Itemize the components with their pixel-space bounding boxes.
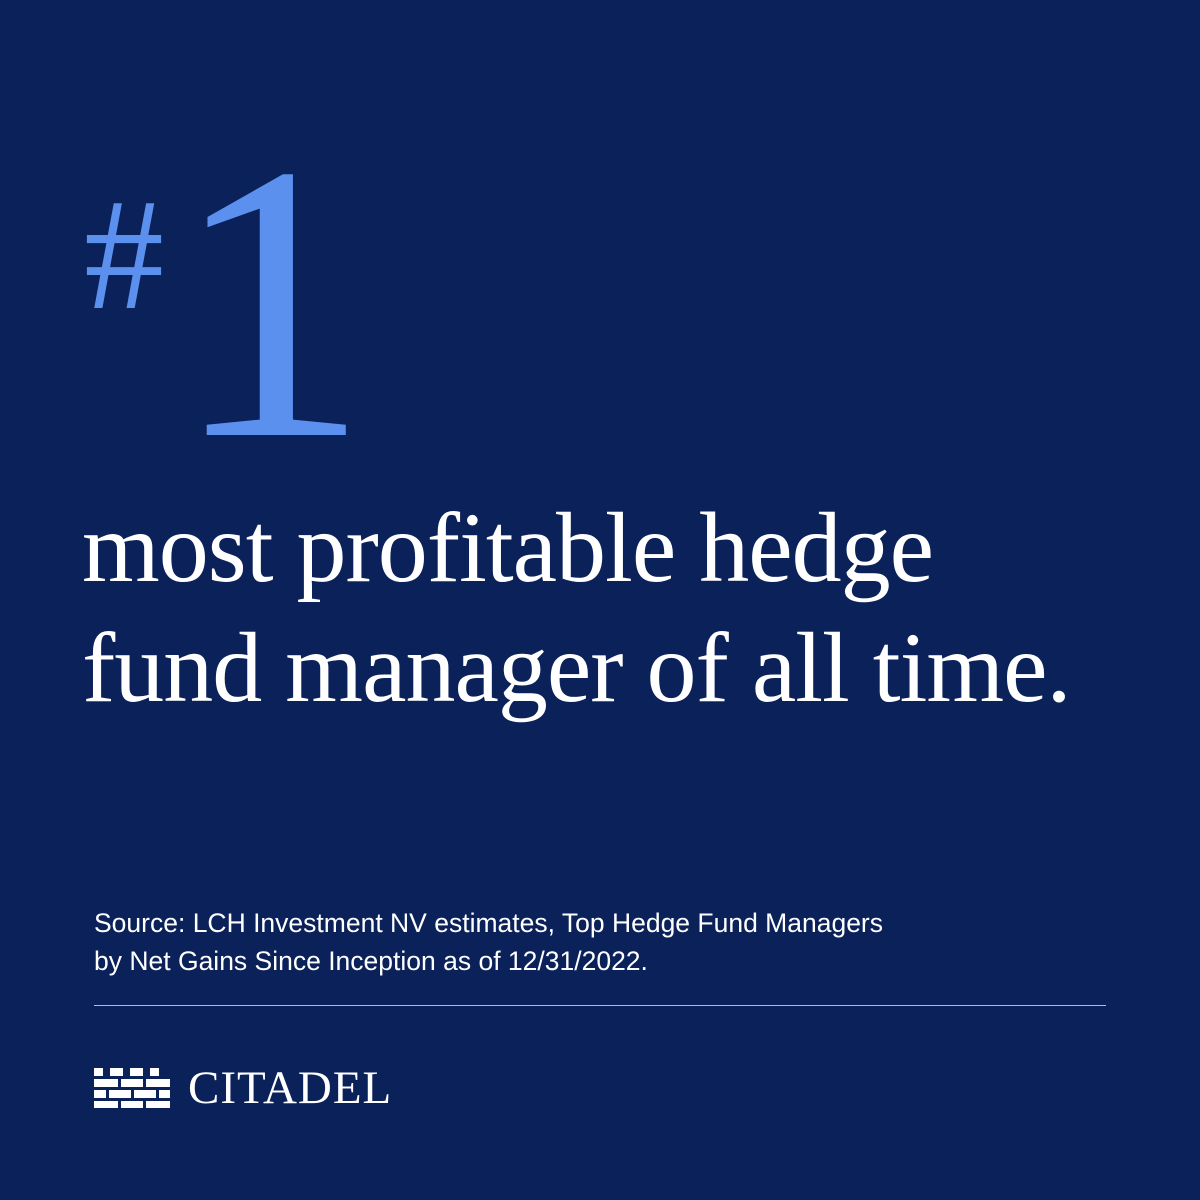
brand-name: CITADEL bbox=[188, 1062, 393, 1114]
source-note-line-2: by Net Gains Since Inception as of 12/31… bbox=[94, 946, 648, 976]
source-note: Source: LCH Investment NV estimates, Top… bbox=[94, 904, 1104, 980]
rank-hash-symbol: # bbox=[84, 165, 164, 343]
headline-line-1: most profitable hedge bbox=[82, 492, 934, 603]
headline-line-2: fund manager of all time. bbox=[82, 612, 1072, 723]
rank-number: 1 bbox=[172, 84, 369, 521]
castle-wall-icon bbox=[94, 1068, 170, 1108]
citadel-logo: CITADEL bbox=[94, 1062, 393, 1114]
divider bbox=[94, 1005, 1106, 1006]
rank-heading: # 1 bbox=[84, 105, 369, 500]
headline: most profitable hedge fund manager of al… bbox=[82, 488, 1172, 728]
source-note-line-1: Source: LCH Investment NV estimates, Top… bbox=[94, 908, 884, 938]
